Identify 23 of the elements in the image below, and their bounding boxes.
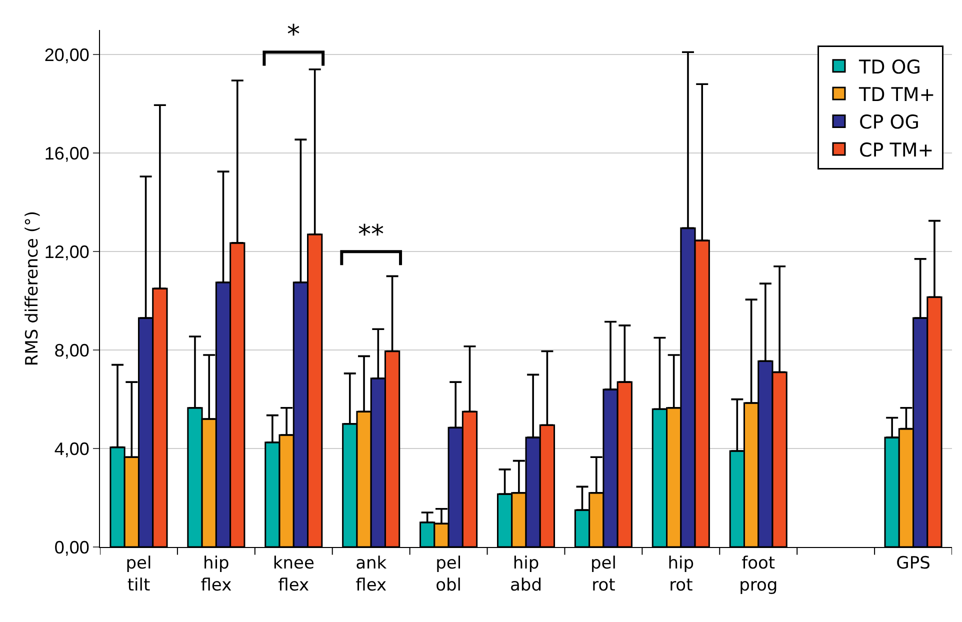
- y-axis-title: RMS difference (°): [22, 210, 42, 366]
- x-tick-label: GPS: [896, 553, 930, 574]
- x-tick-label: hip flex: [200, 553, 232, 596]
- legend-label: CP TM+: [858, 139, 934, 162]
- legend-label: TD TM+: [858, 84, 936, 106]
- x-tick-label: ank flex: [356, 553, 387, 596]
- x-tick-label: pel tilt: [126, 553, 152, 596]
- x-tick-label: pel obl: [436, 553, 462, 596]
- y-tick-label: 16,00: [44, 143, 90, 164]
- x-tick-label: foot prog: [739, 553, 778, 596]
- annotation: *: [287, 20, 300, 50]
- y-tick-label: 4,00: [54, 438, 90, 459]
- y-tick-label: 0,00: [54, 537, 90, 558]
- annotation: **: [358, 220, 384, 250]
- y-tick-label: 12,00: [44, 242, 90, 262]
- x-tick-label: hip rot: [668, 553, 694, 596]
- y-tick-label: 20,00: [44, 44, 90, 65]
- y-tick-label: 8,00: [54, 340, 90, 360]
- x-tick-label: pel rot: [590, 553, 616, 596]
- x-tick-label: hip abd: [510, 553, 542, 596]
- legend-label: CP OG: [858, 112, 920, 134]
- x-tick-label: knee flex: [272, 553, 314, 596]
- legend-label: TD OG: [858, 56, 921, 78]
